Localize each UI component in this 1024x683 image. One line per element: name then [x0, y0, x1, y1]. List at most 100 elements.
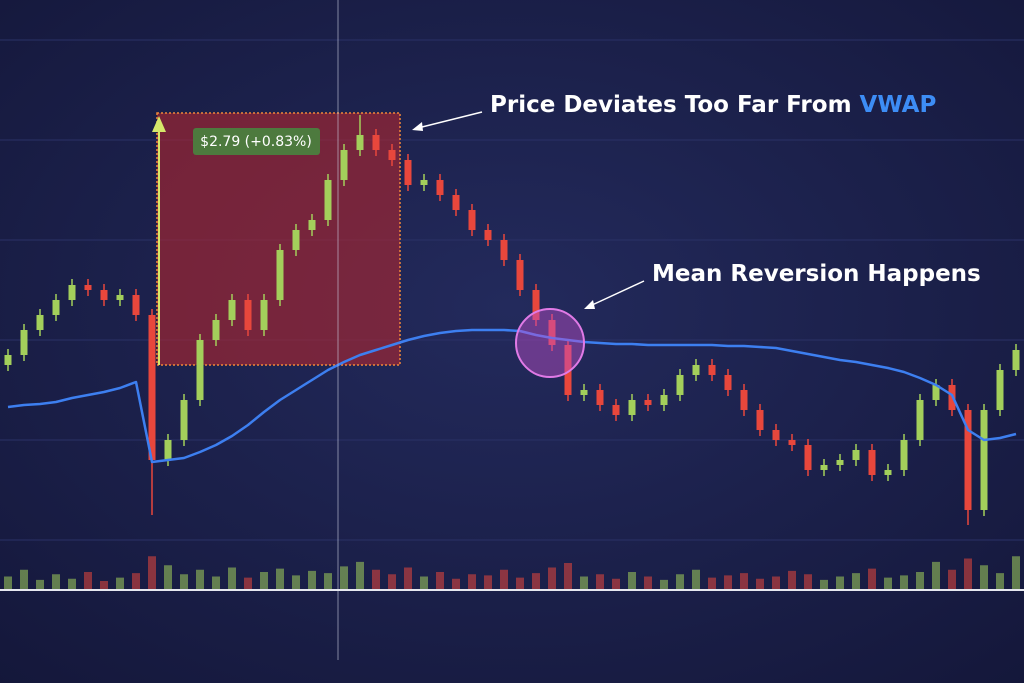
volume-bar [868, 568, 876, 590]
candle-body [516, 260, 524, 290]
candle-body [276, 250, 284, 300]
volume-bar [1012, 556, 1020, 590]
candle-body [260, 300, 268, 330]
annotation-arrow-head [412, 122, 423, 131]
volume-bar [564, 563, 572, 590]
candle-body [612, 405, 620, 415]
volume-bar [724, 575, 732, 590]
candle-body [196, 340, 204, 400]
volume-bar [356, 561, 364, 590]
volume-bar [276, 568, 284, 590]
volume-bar [580, 576, 588, 590]
volume-bar [772, 576, 780, 590]
candle-body [628, 400, 636, 415]
volume-bar [676, 574, 684, 590]
candle-body [916, 400, 924, 440]
volume-bar [436, 572, 444, 590]
candle-body [676, 375, 684, 395]
candle-body [660, 395, 668, 405]
candle-body [724, 375, 732, 390]
volume-bar [852, 573, 860, 590]
candle-body [388, 150, 396, 160]
volume-bar [516, 577, 524, 590]
volume-bar [388, 574, 396, 590]
measure-label: $2.79 (+0.83%) [200, 134, 312, 150]
candle-body [420, 180, 428, 185]
volume-bar [260, 572, 268, 590]
volume-bar [484, 575, 492, 590]
candle-body [580, 390, 588, 395]
annotation-arrow [589, 280, 645, 307]
candle-body [308, 220, 316, 230]
volume-bar [660, 579, 668, 590]
vwap-line [7, 328, 1017, 464]
candle-body [996, 370, 1004, 410]
candle-body [52, 300, 60, 315]
annotation-text: Price Deviates Too Far From [490, 92, 852, 118]
volume-bar [916, 572, 924, 590]
candle-body [68, 285, 76, 300]
candle-body [484, 230, 492, 240]
volume-bar [756, 578, 764, 590]
volume-bar [372, 569, 380, 590]
candle-body [884, 470, 892, 475]
candle-body [932, 385, 940, 400]
candle-body [20, 330, 28, 355]
volume-bar [164, 565, 172, 590]
annotation-arrow-head [584, 300, 595, 309]
candle-body [692, 365, 700, 375]
candle-body [788, 440, 796, 445]
reversion-circle [515, 308, 585, 378]
candle-body [644, 400, 652, 405]
volume-bar [420, 576, 428, 590]
candle-body [212, 320, 220, 340]
volume-bar [692, 569, 700, 590]
plot [4, 115, 1020, 590]
volume-bar [404, 567, 412, 590]
volume-bar [708, 577, 716, 590]
volume-bar [20, 569, 28, 590]
volume-bar [132, 573, 140, 590]
annotation-vwap: VWAP [860, 92, 937, 118]
candle-body [340, 150, 348, 180]
candle-body [292, 230, 300, 250]
volume-bar [788, 570, 796, 590]
volume-bar [596, 574, 604, 590]
candle-body [980, 410, 988, 510]
volume-bar [68, 578, 76, 590]
candle-body [372, 135, 380, 150]
candle-body [404, 160, 412, 185]
candle-body [708, 365, 716, 375]
candle-body [100, 290, 108, 300]
volume-bar [996, 573, 1004, 590]
candle-body [356, 135, 364, 150]
volume-bar [116, 577, 124, 590]
volume-bar [900, 575, 908, 590]
candle-body [868, 450, 876, 475]
candle-body [36, 315, 44, 330]
volume-bar [644, 576, 652, 590]
volume-bar [804, 574, 812, 590]
volume-bar [308, 570, 316, 590]
candle-body [452, 195, 460, 210]
volume-bar [148, 556, 156, 590]
candle-body [164, 440, 172, 460]
volume-bar [100, 581, 108, 590]
volume-bar [4, 576, 12, 590]
volume-bar [324, 573, 332, 590]
volume-bar [196, 569, 204, 590]
candle-body [964, 410, 972, 510]
volume-bar [548, 567, 556, 590]
volume-bar [612, 578, 620, 590]
candle-body [836, 460, 844, 465]
volume-bar [452, 578, 460, 590]
volume-bar [836, 576, 844, 590]
volume-bar [228, 567, 236, 590]
volume-bar [180, 574, 188, 590]
volume-bar [340, 566, 348, 590]
candle-body [804, 445, 812, 470]
candle-body [500, 240, 508, 260]
volume-bar [84, 572, 92, 590]
candle-body [740, 390, 748, 410]
